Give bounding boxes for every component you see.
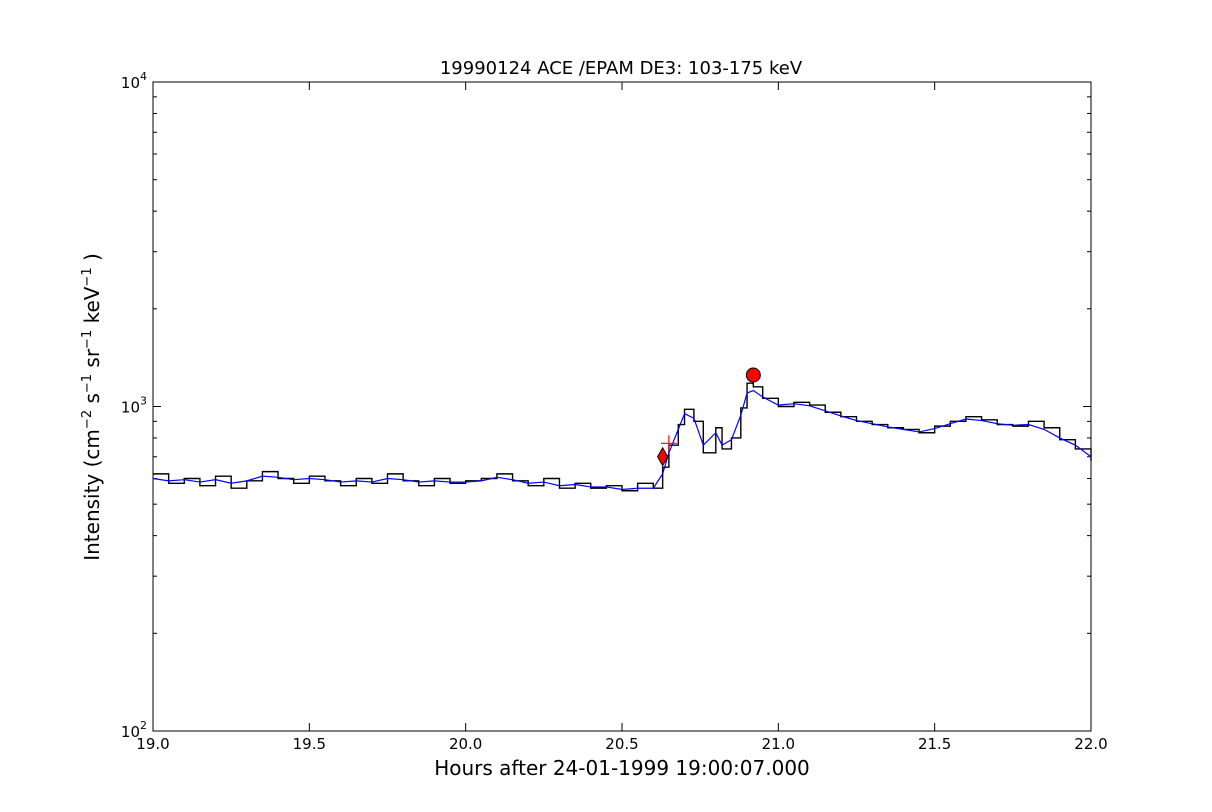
- y-tick-label: 102: [121, 719, 147, 741]
- marker-diamond: [657, 446, 669, 467]
- marker-layer: [657, 367, 761, 467]
- y-tick-label: 103: [121, 395, 147, 417]
- y-label-mid-1: s: [80, 393, 104, 410]
- chart-title: 19990124 ACE /EPAM DE3: 103-175 keV: [440, 58, 803, 79]
- y-label-mid-2: sr: [80, 348, 104, 374]
- x-tick-label: 22.0: [1074, 735, 1107, 753]
- x-tick-label: 20.5: [605, 735, 638, 753]
- x-tick-label: 19.0: [136, 735, 169, 753]
- plot-frame: [152, 81, 1092, 732]
- y-tick-label: 104: [121, 70, 147, 92]
- y-label-suffix: ): [80, 253, 104, 267]
- marker-circle: [745, 367, 761, 383]
- y-label-sup-4: −1: [80, 267, 95, 286]
- x-tick-labels: 19.0 19.5 20.0 20.5 21.0 21.5 22.0: [136, 735, 1107, 753]
- series-layer: [152, 382, 1092, 492]
- y-label-sup-1: −2: [80, 410, 95, 429]
- y-label-prefix: Intensity (cm: [80, 429, 104, 561]
- x-tick-label: 21.5: [918, 735, 951, 753]
- series-line-0: [153, 382, 1092, 492]
- y-label-sup-2: −1: [80, 374, 95, 393]
- y-axis-label: Intensity (cm−2 s−1 sr−1 keV−1 ): [80, 253, 104, 561]
- y-label-sup-3: −1: [80, 330, 95, 349]
- x-tick-label: 20.0: [449, 735, 482, 753]
- y-tick-labels: 102 103 104: [121, 70, 147, 741]
- x-tick-label: 21.0: [762, 735, 795, 753]
- x-axis-label: Hours after 24-01-1999 19:00:07.000: [434, 756, 810, 780]
- x-tick-label: 19.5: [293, 735, 326, 753]
- y-label-mid-3: keV: [80, 286, 104, 330]
- series-line-1: [152, 389, 1092, 491]
- axis-ticks: [152, 81, 1092, 732]
